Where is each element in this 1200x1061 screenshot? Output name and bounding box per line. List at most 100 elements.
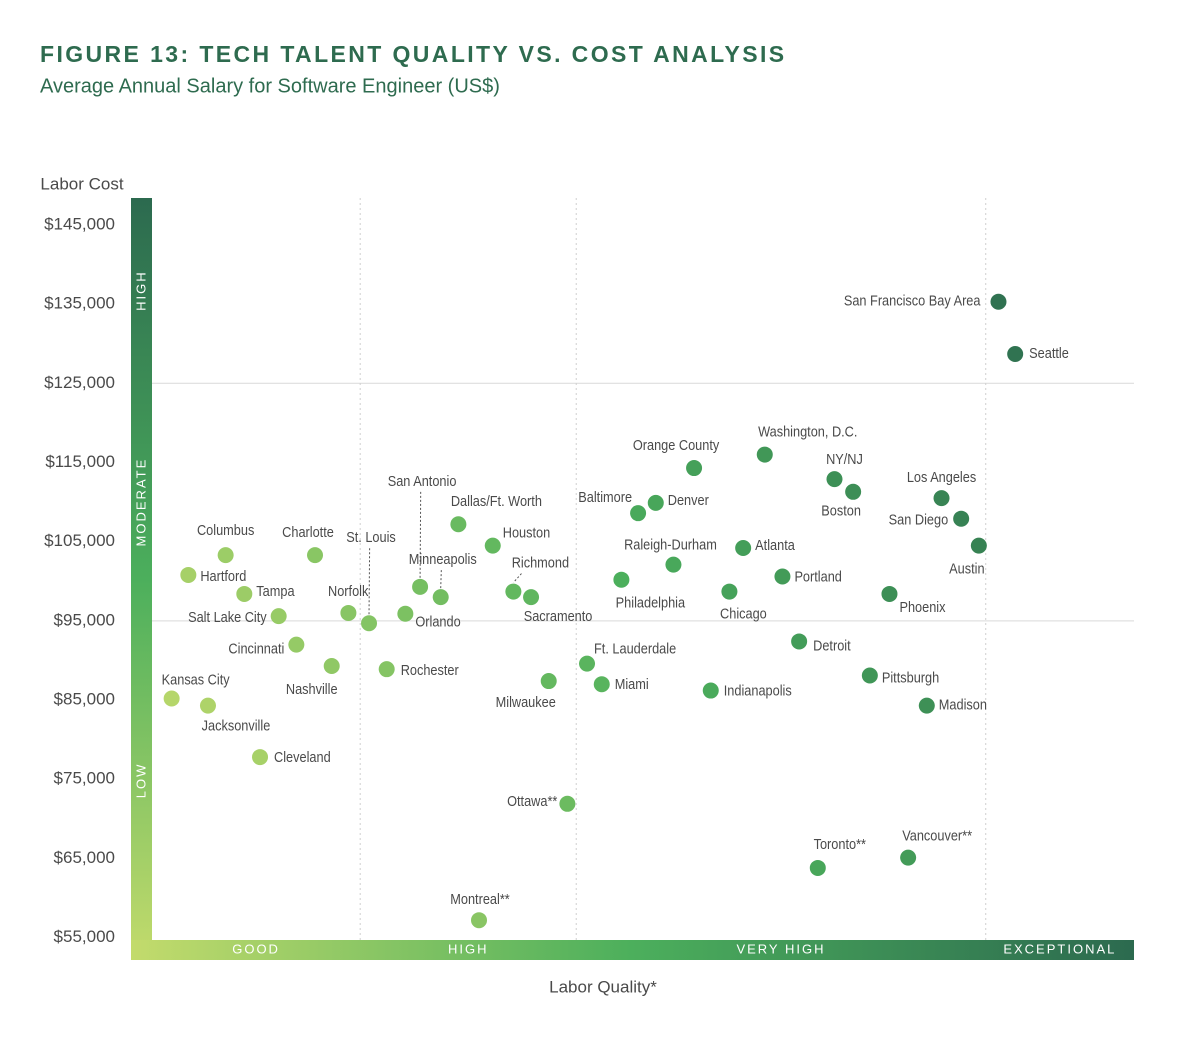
point-label: Seattle bbox=[1029, 344, 1069, 361]
data-point bbox=[540, 673, 557, 690]
point-label: Washington, D.C. bbox=[758, 423, 857, 440]
y-tick-label: $65,000 bbox=[54, 848, 115, 867]
y-tick-label: $115,000 bbox=[45, 452, 115, 471]
x-axis-label: Labor Quality* bbox=[549, 977, 657, 996]
point-label: Cleveland bbox=[274, 748, 331, 765]
point-label: Raleigh-Durham bbox=[624, 536, 717, 553]
point-label: St. Louis bbox=[346, 528, 396, 545]
point-label: Miami bbox=[615, 675, 649, 692]
point-label: Dallas/Ft. Worth bbox=[451, 492, 542, 509]
point-label: Indianapolis bbox=[724, 682, 792, 699]
data-point bbox=[630, 505, 647, 522]
point-label: Philadelphia bbox=[616, 594, 686, 611]
data-point bbox=[378, 661, 395, 678]
data-point bbox=[397, 605, 414, 622]
data-point bbox=[970, 537, 987, 554]
point-label: Norfolk bbox=[328, 582, 368, 599]
point-label: Pittsburgh bbox=[882, 668, 939, 685]
data-point bbox=[236, 585, 253, 602]
data-point bbox=[484, 537, 501, 554]
data-point bbox=[756, 446, 773, 463]
data-point bbox=[933, 490, 950, 507]
point-label: Richmond bbox=[512, 554, 569, 571]
point-label: Cincinnati bbox=[228, 640, 284, 657]
data-point bbox=[288, 636, 305, 653]
data-point bbox=[180, 566, 197, 583]
y-band-label: MODERATE bbox=[133, 458, 148, 547]
x-band-label: VERY HIGH bbox=[736, 941, 825, 956]
point-label: Phoenix bbox=[899, 598, 945, 615]
y-tick-label: $105,000 bbox=[44, 531, 115, 550]
data-point bbox=[918, 697, 935, 714]
point-label: Salt Lake City bbox=[188, 608, 267, 625]
data-point bbox=[721, 583, 738, 600]
leader-line bbox=[440, 570, 442, 589]
point-label: Nashville bbox=[286, 680, 338, 697]
point-label: Tampa bbox=[256, 582, 294, 599]
y-tick-label: $125,000 bbox=[44, 373, 115, 392]
data-point bbox=[861, 667, 878, 684]
point-label: Kansas City bbox=[162, 670, 230, 687]
point-label: Denver bbox=[668, 491, 709, 508]
point-label: Vancouver** bbox=[902, 827, 972, 844]
chart-subtitle: Average Annual Salary for Software Engin… bbox=[40, 75, 500, 97]
point-label: Minneapolis bbox=[409, 550, 477, 567]
y-band-label: LOW bbox=[133, 763, 148, 799]
point-label: Montreal** bbox=[450, 890, 510, 907]
x-axis-bar bbox=[131, 940, 1134, 960]
data-point bbox=[900, 849, 917, 866]
data-point bbox=[523, 589, 540, 606]
data-point bbox=[217, 547, 234, 564]
data-point bbox=[791, 633, 808, 650]
point-label: Sacramento bbox=[524, 607, 593, 624]
point-label: Orlando bbox=[415, 613, 461, 630]
data-point bbox=[559, 795, 576, 812]
data-point bbox=[826, 471, 843, 488]
data-point bbox=[647, 494, 664, 511]
point-label: Baltimore bbox=[578, 488, 632, 505]
y-axis-bar bbox=[131, 198, 152, 960]
point-label: Boston bbox=[821, 502, 861, 519]
data-point bbox=[199, 697, 216, 714]
data-point bbox=[845, 483, 862, 500]
data-point bbox=[270, 608, 287, 625]
data-point bbox=[809, 859, 826, 876]
y-tick-label: $75,000 bbox=[54, 769, 115, 788]
point-label: Orange County bbox=[633, 436, 719, 453]
point-label: Chicago bbox=[720, 605, 767, 622]
point-label: Madison bbox=[939, 696, 987, 713]
y-tick-label: $145,000 bbox=[44, 214, 115, 233]
point-label: San Antonio bbox=[388, 472, 457, 489]
y-band-label: HIGH bbox=[133, 270, 148, 311]
data-point bbox=[412, 578, 429, 595]
data-point bbox=[340, 604, 357, 621]
data-point bbox=[579, 655, 596, 672]
point-label: Atlanta bbox=[755, 536, 795, 553]
y-tick-label: $135,000 bbox=[44, 294, 115, 313]
data-point bbox=[774, 568, 791, 585]
data-point bbox=[990, 293, 1007, 310]
y-tick-label: $85,000 bbox=[54, 690, 115, 709]
y-axis-label: Labor Cost bbox=[40, 174, 123, 193]
point-label: Ft. Lauderdale bbox=[594, 640, 676, 657]
data-point bbox=[361, 615, 378, 632]
data-point bbox=[450, 516, 467, 533]
point-label: Columbus bbox=[197, 521, 254, 538]
point-label: Toronto** bbox=[814, 835, 867, 852]
point-label: Rochester bbox=[401, 661, 459, 678]
x-band-label: GOOD bbox=[232, 941, 280, 956]
data-point bbox=[252, 749, 269, 766]
leader-line bbox=[368, 548, 371, 615]
data-point bbox=[505, 583, 522, 600]
point-label: Hartford bbox=[200, 567, 246, 584]
point-label: Houston bbox=[503, 524, 550, 541]
chart-title: FIGURE 13: TECH TALENT QUALITY VS. COST … bbox=[40, 41, 787, 67]
data-point bbox=[323, 658, 340, 675]
x-band-label: HIGH bbox=[448, 941, 489, 956]
leader-line bbox=[513, 573, 522, 583]
data-point bbox=[665, 556, 682, 573]
point-label: Jacksonville bbox=[202, 717, 271, 734]
data-point bbox=[613, 571, 630, 588]
point-label: San Diego bbox=[889, 511, 949, 528]
